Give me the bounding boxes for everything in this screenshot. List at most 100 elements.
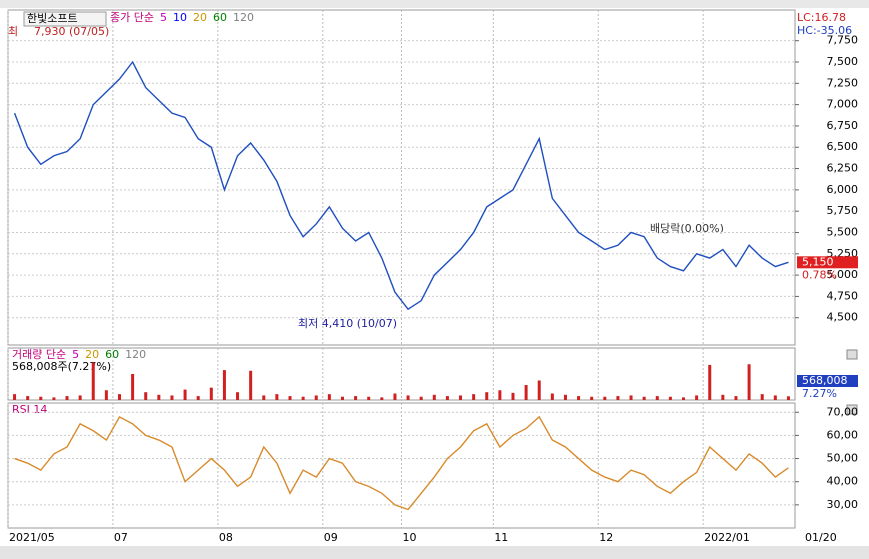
legend-label: 20 xyxy=(85,348,99,361)
top-strip xyxy=(0,0,869,8)
x-tick-label: 2021/05 xyxy=(9,531,55,544)
volume-bar xyxy=(668,396,672,400)
volume-bar xyxy=(327,394,331,400)
x-tick-label: 09 xyxy=(324,531,338,544)
volume-bar xyxy=(91,362,95,400)
volume-summary: 568,008주(7.27%) xyxy=(12,360,111,373)
low-annotation: 최저 4,410 (10/07) xyxy=(298,317,397,330)
y-tick-label: 70,00 xyxy=(827,405,859,418)
volume-bar xyxy=(104,390,108,400)
y-tick-label: 5,000 xyxy=(827,268,859,281)
y-tick-label: 6,500 xyxy=(827,140,859,153)
volume-bar xyxy=(537,380,541,400)
toolbar xyxy=(0,546,869,559)
panel-button[interactable] xyxy=(846,404,858,415)
volume-bar xyxy=(170,395,174,400)
volume-bar xyxy=(563,394,567,400)
volume-bar xyxy=(275,394,279,400)
volume-bar xyxy=(183,389,187,400)
volume-bar xyxy=(616,396,620,400)
volume-bar xyxy=(773,395,777,400)
y-tick-label: 30,00 xyxy=(827,498,859,511)
volume-bar xyxy=(209,387,213,400)
y-tick-label: 7,750 xyxy=(827,34,859,47)
y-tick-label: 7,000 xyxy=(827,98,859,111)
y-tick-label: 6,250 xyxy=(827,162,859,175)
volume-bar xyxy=(642,396,646,400)
legend-label: 5 xyxy=(72,348,79,361)
legend-label: 거래량 단순 xyxy=(12,348,66,361)
series-line xyxy=(13,60,789,311)
volume-bar xyxy=(708,364,712,400)
volume-bar xyxy=(511,392,515,400)
legend-label: 60 xyxy=(213,11,227,24)
current-box xyxy=(797,256,858,269)
current-pct: 7.27% xyxy=(802,387,837,400)
volume-bar xyxy=(445,396,449,400)
volume-bar xyxy=(131,374,135,400)
legend-label: 20 xyxy=(193,11,207,24)
x-tick-label: 08 xyxy=(219,531,233,544)
legend-label: 5 xyxy=(160,11,167,24)
volume-bar xyxy=(26,396,30,400)
volume-bar xyxy=(78,395,82,400)
stock-box[interactable] xyxy=(23,11,107,27)
volume-bar xyxy=(432,394,436,400)
volume-bar xyxy=(236,392,240,400)
volume-bar xyxy=(760,394,764,400)
legend-label: RSI 14 xyxy=(12,403,47,416)
current-change: 0.78% xyxy=(802,268,837,281)
y-tick-label: 5,750 xyxy=(827,204,859,217)
high-prefix: 최 xyxy=(8,25,18,38)
current-box xyxy=(797,375,858,387)
current-price: 5,150 xyxy=(802,255,834,268)
x-tick-label: 2022/01 xyxy=(704,531,750,544)
volume-bar xyxy=(629,395,633,400)
y-tick-label: 4,500 xyxy=(827,311,859,324)
x-tick-label: 11 xyxy=(494,531,508,544)
y-tick-label: 40,00 xyxy=(827,475,859,488)
volume-bar xyxy=(682,397,686,400)
legend-label: 60 xyxy=(105,348,119,361)
legend-label: 120 xyxy=(233,11,254,24)
volume-bar xyxy=(380,397,384,400)
volume-bar xyxy=(340,396,344,400)
volume-bar xyxy=(695,395,699,400)
volume-bar xyxy=(288,396,292,400)
panel-button[interactable] xyxy=(846,349,858,360)
volume-bar xyxy=(117,394,121,400)
volume-bar xyxy=(734,396,738,400)
volume-bar xyxy=(472,394,476,400)
legend-label: 종가 단순 xyxy=(110,11,154,24)
y-tick-label: 7,250 xyxy=(827,76,859,89)
volume-bar xyxy=(590,396,594,400)
volume-bar xyxy=(354,396,358,400)
volume-bar xyxy=(485,392,489,400)
y-tick-label: 6,750 xyxy=(827,119,859,132)
volume-bar xyxy=(524,385,528,400)
stock-name: 한빛소프트 xyxy=(27,12,78,25)
volume-bar xyxy=(144,392,148,400)
series-line xyxy=(14,415,789,511)
y-tick-label: 4,750 xyxy=(827,289,859,302)
volume-bar xyxy=(550,393,554,400)
volume-bar xyxy=(459,395,463,400)
high-annotation: 7,930 (07/05) xyxy=(34,25,109,38)
hc-label: HC:-35.06 xyxy=(797,24,852,37)
volume-bar xyxy=(721,394,725,400)
dividend-annotation: 배당락(0.00%) xyxy=(650,222,724,235)
x-tick-label: 12 xyxy=(599,531,613,544)
y-tick-label: 50,00 xyxy=(827,452,859,465)
volume-bar xyxy=(498,390,502,400)
lc-label: LC:16.78 xyxy=(797,11,846,24)
volume-bar xyxy=(13,394,17,400)
rsi-panel xyxy=(7,402,796,529)
volume-bar xyxy=(262,395,266,400)
last-date: 01/20 xyxy=(805,531,837,544)
volume-bar xyxy=(655,396,659,400)
volume-bar xyxy=(196,396,200,400)
volume-bar xyxy=(222,370,226,400)
y-tick-label: 5,500 xyxy=(827,225,859,238)
volume-bar xyxy=(419,396,423,400)
